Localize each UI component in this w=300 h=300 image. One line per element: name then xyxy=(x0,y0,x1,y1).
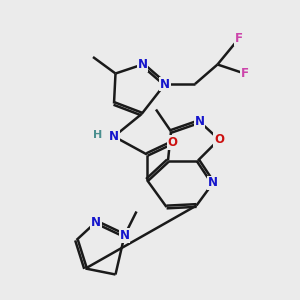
Text: N: N xyxy=(194,115,205,128)
Text: N: N xyxy=(109,130,119,143)
Text: H: H xyxy=(93,130,102,140)
Text: O: O xyxy=(214,133,224,146)
Text: N: N xyxy=(208,176,218,190)
Text: N: N xyxy=(119,229,130,242)
Text: F: F xyxy=(235,32,242,46)
Text: N: N xyxy=(137,58,148,71)
Text: O: O xyxy=(167,136,178,149)
Text: N: N xyxy=(91,215,101,229)
Text: N: N xyxy=(160,77,170,91)
Text: F: F xyxy=(241,67,248,80)
